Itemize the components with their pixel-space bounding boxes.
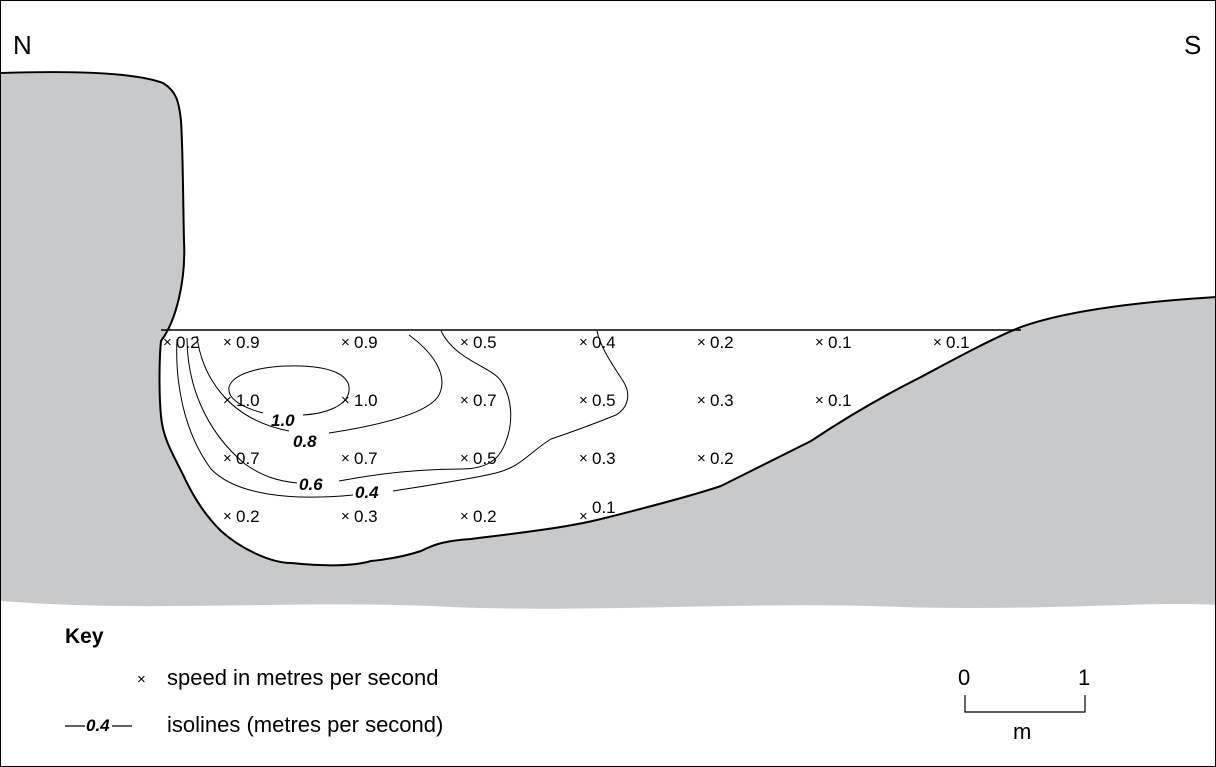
- scale-end-label: 1: [1078, 665, 1090, 690]
- point-marker: ×: [341, 508, 350, 525]
- point-marker: ×: [460, 508, 469, 525]
- point-marker: ×: [341, 392, 350, 409]
- point-marker: ×: [815, 392, 824, 409]
- measurement-points: × 0.2 × 0.9 × 0.9 × 0.5 × 0.4 × 0.2 × 0.…: [163, 333, 970, 526]
- isoline-0-6: [186, 330, 512, 484]
- point-value: 0.7: [236, 449, 260, 468]
- isoline-label-0-6: 0.6: [299, 475, 323, 494]
- isolines: [176, 330, 629, 498]
- key-title: Key: [65, 625, 104, 648]
- point-value: 0.3: [592, 449, 616, 468]
- point-value: 0.9: [236, 333, 260, 352]
- point-marker: ×: [460, 334, 469, 351]
- point-marker: ×: [223, 392, 232, 409]
- point-marker: ×: [579, 392, 588, 409]
- scale-unit-label: m: [1013, 719, 1031, 744]
- point-value: 0.7: [354, 449, 378, 468]
- point-marker: ×: [341, 450, 350, 467]
- point-value: 0.2: [176, 333, 200, 352]
- point-value: 0.5: [473, 333, 497, 352]
- isoline-0-8: [196, 334, 443, 434]
- point-marker: ×: [223, 334, 232, 351]
- scale-bar-line: [964, 695, 1086, 713]
- north-label: N: [13, 30, 32, 60]
- point-value: 0.1: [946, 333, 970, 352]
- point-value: 0.3: [354, 507, 378, 526]
- scale-start-label: 0: [958, 665, 970, 690]
- isoline-0-4: [176, 330, 629, 498]
- isoline-label-0-4: 0.4: [355, 483, 379, 502]
- key-isoline-description: isolines (metres per second): [167, 712, 443, 737]
- point-value: 0.1: [828, 333, 852, 352]
- point-value: 0.2: [710, 449, 734, 468]
- scale-bar: 0 1 m: [958, 665, 1090, 744]
- isoline-label-1-0: 1.0: [271, 411, 295, 430]
- river-bank-outline: [1, 71, 1215, 567]
- point-marker: ×: [460, 392, 469, 409]
- point-marker: ×: [579, 508, 588, 525]
- point-value: 0.4: [592, 333, 616, 352]
- point-marker: ×: [697, 334, 706, 351]
- point-marker: ×: [223, 450, 232, 467]
- point-marker: ×: [341, 334, 350, 351]
- key-isoline-sample: 0.4: [86, 716, 110, 735]
- point-marker: ×: [223, 508, 232, 525]
- point-value: 0.7: [473, 391, 497, 410]
- key-point-symbol: ×: [137, 671, 146, 688]
- point-value: 0.1: [828, 391, 852, 410]
- point-marker: ×: [163, 334, 172, 351]
- point-marker: ×: [933, 334, 942, 351]
- key-legend: Key × speed in metres per second 0.4 iso…: [65, 625, 443, 737]
- point-marker: ×: [697, 392, 706, 409]
- south-label: S: [1184, 30, 1201, 60]
- point-value: 0.2: [473, 507, 497, 526]
- point-marker: ×: [579, 334, 588, 351]
- point-value: 0.2: [236, 507, 260, 526]
- point-value: 0.5: [473, 449, 497, 468]
- point-value: 1.0: [354, 391, 378, 410]
- ground-bottom-edge: [1, 601, 1215, 766]
- isoline-1-0: [228, 365, 350, 416]
- point-value: 0.5: [592, 391, 616, 410]
- point-value: 0.2: [710, 333, 734, 352]
- point-value: 1.0: [236, 391, 260, 410]
- point-value: 0.3: [710, 391, 734, 410]
- point-value: 0.1: [592, 498, 616, 517]
- point-value: 0.9: [354, 333, 378, 352]
- point-marker: ×: [815, 334, 824, 351]
- point-marker: ×: [579, 450, 588, 467]
- point-marker: ×: [460, 450, 469, 467]
- key-point-description: speed in metres per second: [167, 665, 439, 690]
- river-bed-land: [1, 72, 1215, 766]
- point-marker: ×: [697, 450, 706, 467]
- isoline-label-0-8: 0.8: [293, 432, 317, 451]
